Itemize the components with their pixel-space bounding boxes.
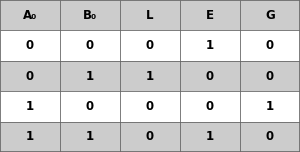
Bar <box>180 122 240 152</box>
Text: 1: 1 <box>26 100 34 113</box>
Bar <box>180 30 240 61</box>
Text: 0: 0 <box>146 100 154 113</box>
Bar <box>0 61 60 91</box>
Text: G: G <box>265 9 275 22</box>
Text: 1: 1 <box>86 130 94 143</box>
Text: 0: 0 <box>86 100 94 113</box>
Text: 0: 0 <box>26 69 34 83</box>
Bar <box>60 30 120 61</box>
Text: A₀: A₀ <box>23 9 37 22</box>
Bar <box>240 61 300 91</box>
Bar <box>180 0 240 30</box>
Bar <box>240 0 300 30</box>
Bar <box>0 0 60 30</box>
Bar <box>120 61 180 91</box>
Bar <box>120 122 180 152</box>
Text: 0: 0 <box>146 39 154 52</box>
Text: 0: 0 <box>206 69 214 83</box>
Text: 0: 0 <box>266 39 274 52</box>
Bar <box>60 91 120 122</box>
Bar <box>0 122 60 152</box>
Bar <box>240 122 300 152</box>
Text: 0: 0 <box>86 39 94 52</box>
Bar <box>120 91 180 122</box>
Text: E: E <box>206 9 214 22</box>
Text: 0: 0 <box>206 100 214 113</box>
Text: 0: 0 <box>146 130 154 143</box>
Text: 1: 1 <box>206 39 214 52</box>
Bar <box>180 91 240 122</box>
Text: 1: 1 <box>266 100 274 113</box>
Bar <box>60 0 120 30</box>
Bar <box>180 61 240 91</box>
Text: 1: 1 <box>26 130 34 143</box>
Text: 0: 0 <box>266 69 274 83</box>
Bar <box>120 30 180 61</box>
Bar <box>60 61 120 91</box>
Bar <box>240 30 300 61</box>
Text: 1: 1 <box>86 69 94 83</box>
Text: 0: 0 <box>266 130 274 143</box>
Text: L: L <box>146 9 154 22</box>
Text: 1: 1 <box>206 130 214 143</box>
Bar <box>0 91 60 122</box>
Bar <box>0 30 60 61</box>
Text: B₀: B₀ <box>83 9 97 22</box>
Bar <box>120 0 180 30</box>
Text: 1: 1 <box>146 69 154 83</box>
Text: 0: 0 <box>26 39 34 52</box>
Bar <box>240 91 300 122</box>
Bar <box>60 122 120 152</box>
